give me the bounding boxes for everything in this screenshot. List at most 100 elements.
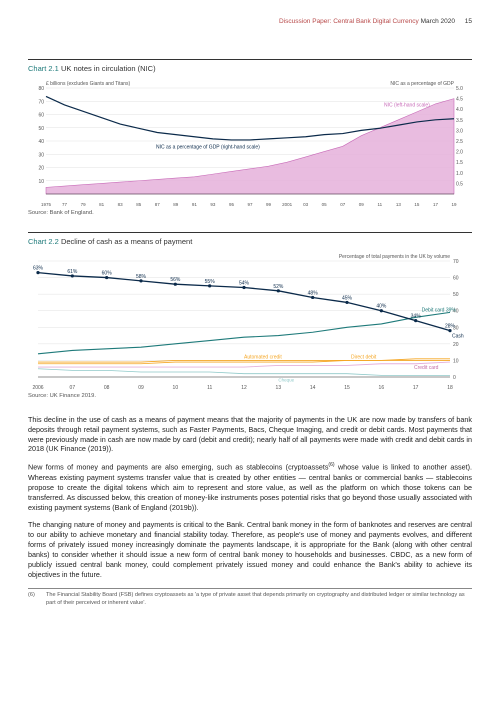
footnote: (6) The Financial Stability Board (FSB) … bbox=[28, 588, 472, 607]
chart2-title: Decline of cash as a means of payment bbox=[61, 237, 192, 246]
svg-text:20: 20 bbox=[38, 165, 44, 171]
svg-text:61%: 61% bbox=[67, 269, 78, 275]
svg-text:83: 83 bbox=[118, 202, 124, 207]
svg-text:60: 60 bbox=[38, 112, 44, 118]
svg-text:16: 16 bbox=[379, 385, 385, 391]
svg-text:28%: 28% bbox=[445, 323, 456, 329]
svg-text:2.0: 2.0 bbox=[456, 149, 463, 155]
svg-text:18: 18 bbox=[447, 385, 453, 391]
paragraph-1: This decline in the use of cash as a mea… bbox=[28, 415, 472, 455]
svg-text:08: 08 bbox=[104, 385, 110, 391]
page-header: Discussion Paper: Central Bank Digital C… bbox=[28, 18, 472, 27]
chart2-container: 010203040506070Percentage of total payme… bbox=[28, 251, 472, 391]
svg-text:0.5: 0.5 bbox=[456, 181, 463, 187]
svg-text:99: 99 bbox=[266, 202, 272, 207]
svg-text:05: 05 bbox=[322, 202, 328, 207]
svg-text:40: 40 bbox=[38, 139, 44, 145]
svg-text:2001: 2001 bbox=[282, 202, 293, 207]
svg-text:63%: 63% bbox=[33, 265, 44, 271]
chart2-number: Chart 2.2 bbox=[28, 237, 59, 246]
svg-text:95: 95 bbox=[229, 202, 235, 207]
svg-text:87: 87 bbox=[155, 202, 161, 207]
svg-text:77: 77 bbox=[62, 202, 68, 207]
p2-part-a: New forms of money and payments are also… bbox=[28, 463, 328, 472]
doc-date: March 2020 bbox=[421, 18, 455, 25]
svg-text:11: 11 bbox=[377, 202, 382, 207]
footnote-num: (6) bbox=[28, 592, 40, 607]
svg-text:54%: 54% bbox=[239, 280, 250, 286]
svg-text:2.5: 2.5 bbox=[456, 139, 463, 145]
chart2-svg: 010203040506070Percentage of total payme… bbox=[28, 251, 472, 391]
svg-text:13: 13 bbox=[276, 385, 282, 391]
svg-text:Credit card: Credit card bbox=[414, 365, 439, 371]
svg-text:09: 09 bbox=[138, 385, 144, 391]
svg-text:55%: 55% bbox=[205, 279, 216, 285]
chart1-title-row: Chart 2.1 UK notes in circulation (NIC) bbox=[28, 59, 472, 74]
svg-text:10: 10 bbox=[173, 385, 179, 391]
svg-text:93: 93 bbox=[210, 202, 216, 207]
svg-text:NIC as a percentage of GDP (ri: NIC as a percentage of GDP (right-hand s… bbox=[156, 144, 260, 150]
svg-text:20: 20 bbox=[453, 342, 459, 348]
svg-text:80: 80 bbox=[38, 86, 44, 92]
svg-text:85: 85 bbox=[136, 202, 142, 207]
svg-text:2006: 2006 bbox=[32, 385, 43, 391]
chart1-source: Source: Bank of England. bbox=[28, 210, 472, 218]
svg-text:19: 19 bbox=[451, 202, 457, 207]
svg-text:17: 17 bbox=[433, 202, 439, 207]
svg-text:60%: 60% bbox=[102, 270, 113, 276]
paragraph-3: The changing nature of money and payment… bbox=[28, 520, 472, 580]
svg-text:Direct debit: Direct debit bbox=[351, 354, 377, 360]
chart1-number: Chart 2.1 bbox=[28, 64, 59, 73]
svg-text:NIC (left-hand scale): NIC (left-hand scale) bbox=[384, 102, 430, 108]
svg-text:09: 09 bbox=[359, 202, 365, 207]
chart2-source: Source: UK Finance 2019. bbox=[28, 393, 472, 401]
footnote-text: The Financial Stability Board (FSB) defi… bbox=[46, 592, 472, 607]
svg-text:Cash: Cash bbox=[452, 333, 464, 339]
svg-text:NIC as a percentage of GDP: NIC as a percentage of GDP bbox=[390, 81, 454, 87]
chart1-container: 10203040506070800.51.01.52.02.53.03.54.0… bbox=[28, 78, 472, 208]
svg-text:3.0: 3.0 bbox=[456, 128, 463, 134]
doc-title: Discussion Paper: Central Bank Digital C… bbox=[279, 18, 419, 25]
svg-text:15: 15 bbox=[414, 202, 420, 207]
svg-text:40%: 40% bbox=[376, 304, 387, 310]
body-text: This decline in the use of cash as a mea… bbox=[28, 415, 472, 580]
svg-text:13: 13 bbox=[396, 202, 402, 207]
svg-text:50: 50 bbox=[453, 292, 459, 298]
svg-text:07: 07 bbox=[70, 385, 76, 391]
page-number: 15 bbox=[465, 18, 472, 25]
chart2-title-row: Chart 2.2 Decline of cash as a means of … bbox=[28, 232, 472, 247]
svg-text:Automated credit: Automated credit bbox=[244, 354, 282, 360]
svg-text:1975: 1975 bbox=[41, 202, 52, 207]
svg-text:10: 10 bbox=[453, 358, 459, 364]
chart1-svg: 10203040506070800.51.01.52.02.53.03.54.0… bbox=[28, 78, 472, 208]
svg-text:Debit card 39%: Debit card 39% bbox=[422, 307, 457, 313]
svg-text:48%: 48% bbox=[308, 290, 319, 296]
svg-text:70: 70 bbox=[38, 99, 44, 105]
svg-text:0: 0 bbox=[453, 375, 456, 381]
svg-text:56%: 56% bbox=[170, 277, 181, 283]
svg-text:03: 03 bbox=[303, 202, 309, 207]
svg-text:10: 10 bbox=[38, 179, 44, 185]
svg-text:34%: 34% bbox=[411, 313, 422, 319]
svg-text:1.0: 1.0 bbox=[456, 171, 463, 177]
svg-text:4.0: 4.0 bbox=[456, 107, 463, 113]
paragraph-2: New forms of money and payments are also… bbox=[28, 462, 472, 512]
svg-text:4.5: 4.5 bbox=[456, 96, 463, 102]
svg-text:Percentage of total payments i: Percentage of total payments in the UK b… bbox=[339, 254, 450, 260]
svg-text:1.5: 1.5 bbox=[456, 160, 463, 166]
svg-text:91: 91 bbox=[192, 202, 198, 207]
svg-text:07: 07 bbox=[340, 202, 346, 207]
svg-text:81: 81 bbox=[99, 202, 105, 207]
svg-text:60: 60 bbox=[453, 275, 459, 281]
svg-text:17: 17 bbox=[413, 385, 419, 391]
svg-text:52%: 52% bbox=[273, 284, 284, 290]
svg-text:50: 50 bbox=[38, 126, 44, 132]
chart1-title: UK notes in circulation (NIC) bbox=[61, 64, 156, 73]
svg-text:15: 15 bbox=[344, 385, 350, 391]
svg-text:11: 11 bbox=[207, 385, 212, 391]
svg-text:97: 97 bbox=[247, 202, 253, 207]
svg-text:3.5: 3.5 bbox=[456, 118, 463, 124]
svg-text:89: 89 bbox=[173, 202, 179, 207]
svg-text:Cheque: Cheque bbox=[278, 378, 294, 383]
svg-text:12: 12 bbox=[241, 385, 247, 391]
